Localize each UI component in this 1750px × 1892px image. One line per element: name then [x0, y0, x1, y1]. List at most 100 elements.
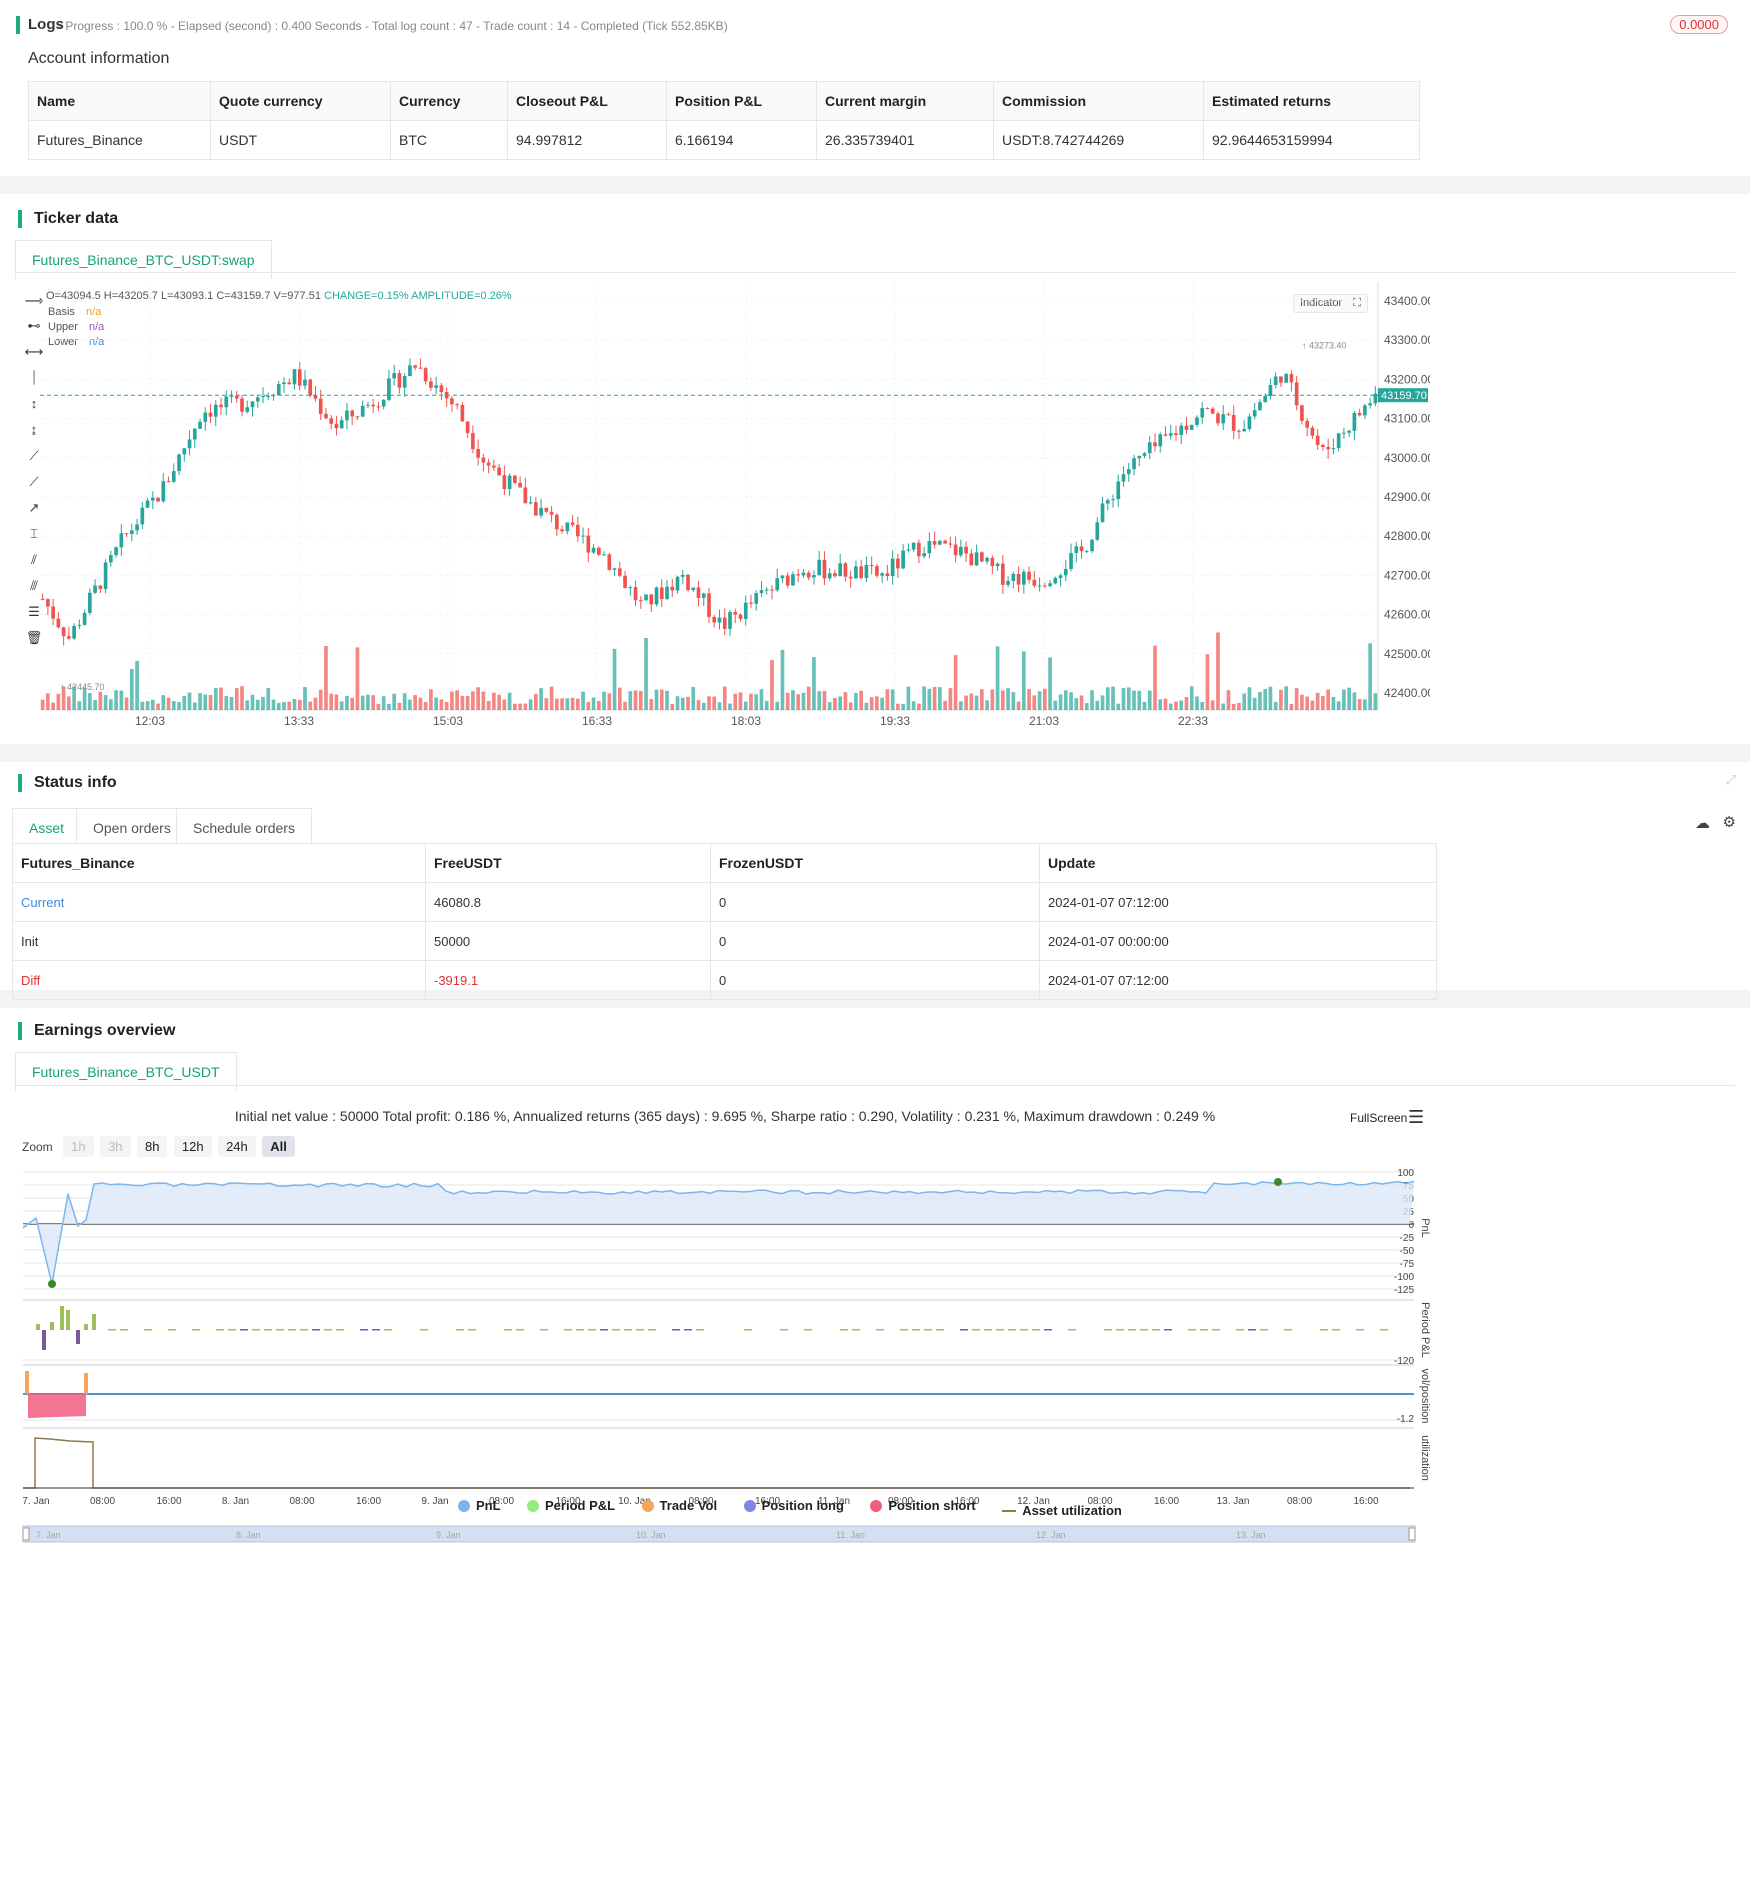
candle-body — [701, 593, 706, 598]
volume-bar — [444, 702, 449, 710]
candle-body — [623, 575, 627, 588]
legend-asset-utilization[interactable]: Asset utilization — [1002, 1503, 1122, 1518]
volume-bar — [450, 691, 454, 710]
volume-bar — [869, 697, 874, 710]
tab-ticker-symbol[interactable]: Futures_Binance_BTC_USDT:swap — [15, 240, 272, 279]
candle-body — [733, 611, 738, 615]
candle-body — [1263, 395, 1268, 403]
trash-icon[interactable]: 🗑 — [25, 630, 43, 645]
cloud-upload-icon[interactable]: ☁ — [1695, 815, 1710, 832]
price-label-tool-icon[interactable]: ⌶ — [30, 526, 38, 541]
volume-bar — [408, 699, 412, 710]
candle-body — [539, 507, 543, 516]
legend-position-short[interactable]: Position short — [870, 1498, 976, 1513]
vertical-ray-tool-icon[interactable]: ↕ — [30, 396, 38, 411]
volume-bar — [1242, 693, 1247, 710]
legend-trade-vol[interactable]: Trade Vol — [641, 1498, 717, 1513]
col-currency: Currency — [390, 81, 508, 121]
volume-bar — [177, 702, 181, 710]
candle-body — [833, 573, 837, 577]
zoom-24h[interactable]: 24h — [218, 1136, 256, 1157]
candle-body — [402, 376, 407, 388]
volume-bar — [943, 700, 947, 710]
candle-body — [413, 365, 418, 368]
volume-bar — [1268, 686, 1273, 710]
candle-body — [1226, 414, 1231, 416]
cell-name: Futures_Binance — [28, 120, 211, 160]
candle-body — [728, 611, 732, 629]
fib-retracement-tool-icon[interactable]: ☰ — [28, 604, 40, 619]
ray-line-tool-icon[interactable]: ⟋ — [29, 474, 39, 489]
vertical-line-tool-icon[interactable]: ⏐ — [30, 370, 38, 385]
candle-body — [560, 529, 564, 532]
volume-bar — [759, 689, 764, 710]
low-marker-label: ↑ 42445.70 — [60, 682, 105, 692]
cell-frozen: 0 — [710, 882, 1040, 922]
candle-body — [124, 533, 129, 535]
period-pnl-bar — [576, 1329, 584, 1331]
volume-bar — [638, 690, 643, 710]
volume-bar — [654, 689, 659, 710]
candle-body — [418, 367, 423, 369]
volume-bar — [402, 693, 407, 710]
volume-bar — [885, 689, 890, 710]
tab-asset[interactable]: Asset — [12, 808, 82, 847]
volume-bar — [707, 696, 711, 710]
arrow-line-tool-icon[interactable]: ↗ — [28, 500, 40, 515]
period-pnl-bar — [276, 1329, 284, 1331]
candle-body — [192, 428, 197, 440]
period-tick-label: -120 — [1394, 1356, 1414, 1367]
volume-bar — [1363, 699, 1367, 710]
zoom-8h[interactable]: 8h — [136, 1136, 168, 1157]
volume-bar — [1210, 700, 1215, 710]
parallel-channel-tool-icon[interactable]: ⫽ — [31, 552, 37, 567]
tab-open-orders[interactable]: Open orders — [76, 808, 188, 847]
indicator-button[interactable]: Indicator ⛶ — [1293, 294, 1368, 313]
candle-body — [171, 471, 176, 482]
volume-bar — [764, 700, 769, 710]
volume-bar — [1352, 692, 1357, 710]
trend-line-tool-icon[interactable]: ⟋ — [29, 448, 39, 463]
candle-body — [460, 404, 465, 422]
menu-icon[interactable]: ☰ — [1408, 1107, 1425, 1127]
legend-position-long[interactable]: Position long — [743, 1498, 844, 1513]
volume-bar — [523, 703, 528, 710]
horizontal-segment-tool-icon[interactable]: ⟷ — [24, 344, 44, 359]
zoom-all[interactable]: All — [262, 1136, 295, 1157]
fib-lines-tool-icon[interactable]: ⫻ — [30, 578, 38, 593]
x-tick-label: 16:00 — [954, 1496, 979, 1507]
candle-body — [366, 404, 370, 406]
legend-pnl[interactable]: PnL — [458, 1498, 501, 1513]
candle-body — [1100, 503, 1105, 523]
candle-body — [586, 535, 591, 553]
zoom-12h[interactable]: 12h — [173, 1136, 212, 1157]
volume-bar — [240, 686, 244, 710]
candle-body — [455, 404, 459, 406]
fullscreen-icon[interactable]: ⤢ — [1725, 772, 1736, 787]
volume-bar — [486, 700, 491, 710]
table-row: Init 50000 0 2024-01-07 00:00:00 — [12, 921, 1437, 961]
x-tick-label: 13. Jan — [1217, 1496, 1250, 1507]
expand-icon[interactable]: ⛶ — [1353, 297, 1361, 309]
fullscreen-button[interactable]: FullScreen — [1350, 1111, 1408, 1125]
volume-bar — [140, 701, 145, 710]
horizontal-line-tool-icon[interactable]: ⟶ — [24, 293, 44, 308]
horizontal-ray-tool-icon[interactable]: ⊷ — [27, 318, 41, 333]
candle-body — [51, 606, 55, 619]
zoom-3h[interactable]: 3h — [100, 1136, 131, 1157]
period-pnl-bar — [852, 1329, 860, 1331]
x-tick-label: 08:00 — [289, 1496, 314, 1507]
candle-body — [654, 587, 659, 605]
tab-earnings-symbol[interactable]: Futures_Binance_BTC_USDT — [15, 1052, 237, 1091]
candle-body — [1357, 412, 1362, 416]
tab-schedule-orders[interactable]: Schedule orders — [176, 808, 312, 847]
legend-period-pnl[interactable]: Period P&L — [527, 1498, 615, 1513]
candle-body — [1116, 481, 1121, 500]
zoom-1h[interactable]: 1h — [63, 1136, 94, 1157]
candle-body — [145, 500, 150, 508]
candle-body — [885, 573, 890, 577]
candle-body — [1168, 433, 1173, 436]
volume-bar — [539, 688, 543, 710]
gear-icon[interactable]: ⚙ — [1722, 814, 1736, 831]
vertical-segment-tool-icon[interactable]: ↨ — [30, 422, 38, 437]
